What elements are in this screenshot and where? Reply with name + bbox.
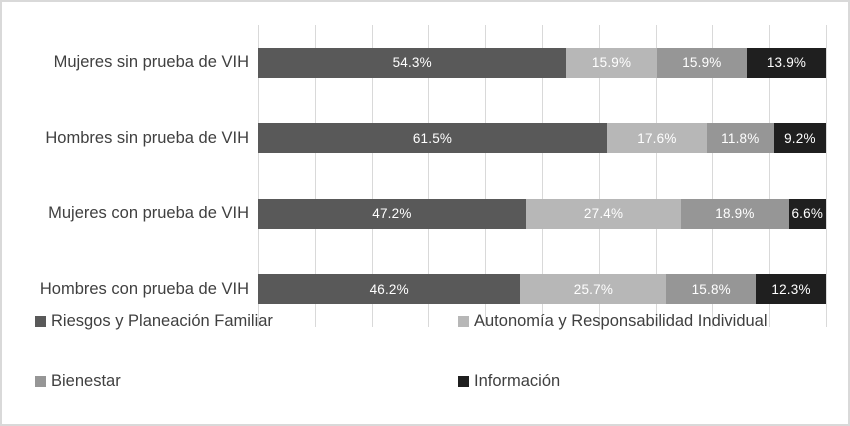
gridline — [826, 25, 827, 327]
bar-segment: 15.9% — [566, 47, 657, 78]
bar-segment: 54.3% — [258, 47, 567, 78]
data-label: 27.4% — [583, 206, 624, 222]
stacked-bar: 54.3% 15.9% 15.9% 13.9% — [258, 47, 826, 78]
plot-area: 54.3% 15.9% 15.9% 13.9% 61.5% 17.6% 11.8% 9.2% 4… — [258, 25, 827, 327]
stacked-bar: 47.2% 27.4% 18.9% 6.6% — [258, 198, 826, 229]
gridline — [428, 25, 430, 327]
data-label: 13.9% — [766, 55, 807, 71]
bar-segment: 9.2% — [773, 123, 826, 154]
data-label: 15.8% — [691, 281, 731, 297]
category-label: Hombres sin prueba de VIH — [45, 128, 249, 147]
gridline — [598, 25, 600, 327]
gridline — [769, 25, 771, 327]
data-label: 15.9% — [591, 55, 632, 71]
gridline — [485, 25, 487, 327]
legend-item: Bienestar — [35, 371, 121, 391]
bar-segment: 27.4% — [525, 198, 682, 229]
bar-segment: 15.9% — [656, 47, 748, 78]
bar-segment: 15.8% — [666, 274, 757, 305]
data-label: 11.8% — [721, 130, 760, 146]
gridline — [655, 25, 657, 327]
legend-item: Información — [458, 371, 560, 391]
data-label: 46.2% — [369, 281, 409, 297]
category-label: Mujeres con prueba de VIH — [48, 204, 249, 223]
bar-segment: 61.5% — [258, 123, 607, 154]
gridline — [371, 25, 373, 327]
data-label: 54.3% — [392, 55, 432, 71]
data-label: 12.3% — [771, 281, 811, 297]
stacked-bar: 46.2% 25.7% 15.8% 12.3% — [258, 274, 826, 305]
category-labels: Mujeres sin prueba de VIH Hombres sin pru… — [2, 25, 249, 327]
data-label: 15.9% — [682, 55, 722, 71]
gridline — [314, 25, 316, 327]
bar-segment: 47.2% — [258, 198, 526, 229]
bar-segment: 25.7% — [520, 274, 667, 305]
bar-segment: 46.2% — [258, 274, 521, 305]
legend-swatch-icon — [35, 375, 46, 387]
gridline — [542, 25, 543, 327]
gridline — [712, 25, 714, 327]
data-label: 18.9% — [715, 206, 755, 222]
bar-segment: 11.8% — [706, 123, 774, 154]
data-label: 47.2% — [372, 206, 412, 222]
gridline — [258, 25, 259, 327]
data-label: 6.6% — [791, 206, 824, 222]
legend-label: Bienestar — [51, 371, 121, 390]
bar-segment: 12.3% — [756, 274, 826, 305]
data-label: 61.5% — [412, 130, 453, 146]
bar-segment: 18.9% — [681, 198, 789, 229]
bar-segment: 6.6% — [788, 198, 826, 229]
data-label: 17.6% — [637, 130, 677, 146]
data-label: 25.7% — [573, 281, 614, 297]
bar-segment: 13.9% — [747, 47, 826, 78]
category-label: Mujeres sin prueba de VIH — [53, 53, 249, 72]
stacked-bar: 61.5% 17.6% 11.8% 9.2% — [258, 123, 826, 154]
bar-segment: 17.6% — [606, 123, 707, 154]
legend-swatch-icon — [458, 375, 469, 387]
legend-label: Información — [474, 371, 561, 390]
data-label: 9.2% — [784, 130, 816, 146]
category-label: Hombres con prueba de VIH — [39, 279, 249, 298]
